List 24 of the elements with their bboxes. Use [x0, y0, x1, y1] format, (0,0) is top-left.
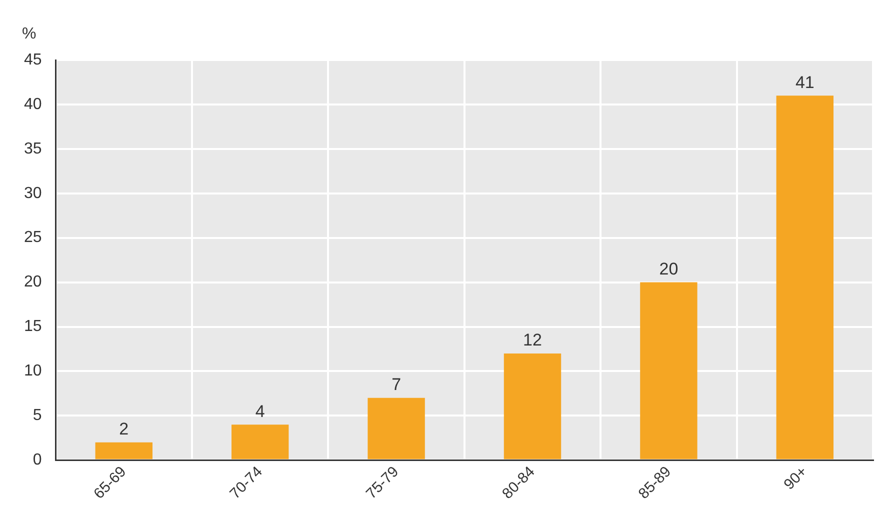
data-label: 7 — [392, 375, 402, 394]
y-tick-label: 40 — [24, 96, 42, 113]
y-tick-label: 10 — [24, 362, 42, 380]
y-tick-label: 45 — [24, 51, 42, 68]
data-label: 2 — [119, 420, 129, 439]
y-tick-label: 30 — [24, 184, 42, 202]
data-label: 20 — [659, 259, 678, 278]
bar — [504, 353, 562, 460]
y-tick-label: 0 — [32, 452, 42, 469]
y-axis-title: % — [22, 25, 36, 42]
y-tick-label: 35 — [24, 140, 42, 158]
bar — [640, 282, 698, 460]
data-label: 4 — [255, 402, 265, 421]
bar — [368, 398, 425, 460]
y-tick-label: 5 — [32, 407, 42, 424]
bar — [776, 96, 834, 460]
data-label: 12 — [523, 330, 542, 350]
bar — [231, 424, 289, 460]
y-tick-label: 20 — [24, 274, 42, 291]
x-tick-label: 90+ — [780, 463, 811, 494]
data-label: 41 — [795, 72, 814, 92]
y-tick-label: 25 — [24, 229, 42, 246]
bar — [95, 442, 152, 460]
y-tick-label: 15 — [24, 318, 42, 336]
